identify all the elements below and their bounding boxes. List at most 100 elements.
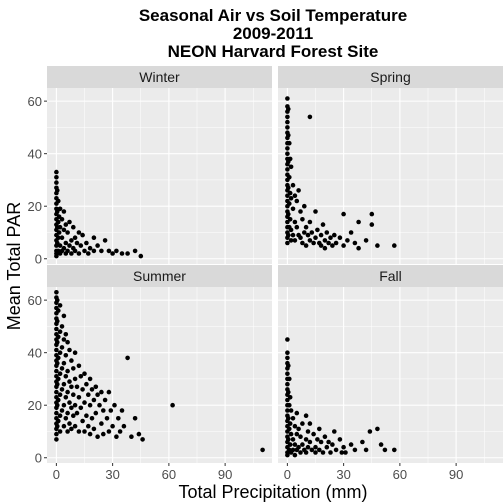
data-point — [318, 439, 324, 445]
data-point — [285, 355, 290, 361]
facet-strip-fall — [278, 265, 503, 287]
panel-background-winter — [47, 88, 272, 264]
data-point — [65, 248, 70, 254]
data-point — [78, 374, 84, 379]
data-point — [360, 439, 365, 445]
data-point — [55, 360, 60, 366]
data-point — [67, 243, 72, 248]
data-point — [285, 167, 290, 172]
data-point — [290, 416, 296, 421]
data-point — [305, 232, 311, 238]
y-tick-label: 40 — [28, 147, 42, 162]
data-point — [311, 431, 316, 437]
data-point — [378, 442, 384, 447]
data-point — [102, 397, 108, 403]
y-axis-title: Mean Total PAR — [4, 202, 24, 330]
gridlines-fall — [278, 287, 503, 463]
data-point — [59, 324, 65, 329]
data-point — [300, 217, 305, 222]
data-point — [363, 447, 369, 453]
data-point — [54, 368, 59, 374]
data-point — [303, 437, 309, 442]
data-point — [309, 230, 315, 235]
data-point — [74, 410, 80, 416]
data-point — [290, 182, 296, 188]
data-point — [343, 450, 348, 455]
data-point — [55, 423, 60, 429]
data-point — [72, 423, 78, 429]
data-point — [332, 429, 337, 434]
data-point — [294, 410, 300, 416]
x-tick-label: 0 — [284, 467, 291, 482]
x-tick-label: 90 — [449, 467, 463, 482]
data-point — [287, 190, 293, 196]
data-point — [326, 240, 331, 246]
data-point — [313, 209, 318, 214]
data-point — [328, 450, 333, 455]
data-point — [65, 429, 70, 434]
data-point — [292, 452, 298, 458]
data-point — [313, 235, 318, 240]
data-point — [56, 355, 61, 361]
data-point — [57, 392, 63, 398]
data-point — [117, 429, 123, 434]
data-point — [87, 376, 93, 382]
data-point — [288, 164, 294, 170]
data-point — [56, 418, 61, 424]
data-point — [55, 297, 60, 303]
data-point — [125, 251, 130, 256]
data-point — [296, 426, 301, 432]
x-tick-label: 60 — [393, 467, 407, 482]
data-point — [298, 235, 303, 240]
x-tick-label: 90 — [218, 467, 232, 482]
data-point — [287, 140, 292, 146]
facet-label-spring: Spring — [370, 69, 410, 85]
facet-summer: Summer — [47, 265, 272, 463]
points-summer — [54, 290, 265, 453]
data-point — [322, 245, 328, 251]
data-point — [91, 248, 97, 254]
data-point — [333, 240, 339, 246]
data-point — [95, 392, 100, 398]
data-point — [61, 227, 67, 233]
data-point — [54, 290, 59, 295]
x-tick-label: 30 — [105, 467, 119, 482]
data-point — [286, 389, 291, 395]
data-point — [67, 347, 72, 353]
data-point — [54, 437, 59, 442]
data-point — [348, 230, 354, 235]
data-point — [309, 447, 315, 453]
data-point — [285, 146, 290, 151]
data-point — [57, 413, 63, 419]
data-point — [61, 209, 67, 214]
data-point — [67, 219, 72, 225]
data-point — [345, 238, 350, 243]
data-point — [57, 224, 63, 230]
data-point — [317, 426, 322, 432]
data-point — [375, 243, 380, 248]
data-point — [303, 413, 309, 419]
data-point — [61, 360, 67, 366]
data-point — [59, 345, 65, 350]
data-point — [298, 434, 303, 440]
data-point — [76, 363, 82, 369]
data-point — [132, 248, 138, 254]
data-point — [72, 376, 78, 382]
gridlines-winter — [47, 88, 272, 264]
data-point — [69, 405, 74, 411]
data-point — [375, 426, 380, 432]
data-point — [307, 238, 313, 243]
data-point — [287, 175, 292, 180]
data-point — [294, 198, 300, 204]
data-point — [285, 114, 290, 120]
facet-label-summer: Summer — [133, 268, 186, 284]
data-point — [63, 240, 69, 246]
data-point — [119, 408, 125, 413]
data-point — [286, 133, 291, 138]
data-point — [59, 235, 65, 240]
data-point — [87, 245, 93, 251]
data-point — [71, 392, 76, 398]
data-point — [287, 426, 292, 432]
data-point — [91, 235, 97, 240]
data-point — [56, 198, 61, 204]
